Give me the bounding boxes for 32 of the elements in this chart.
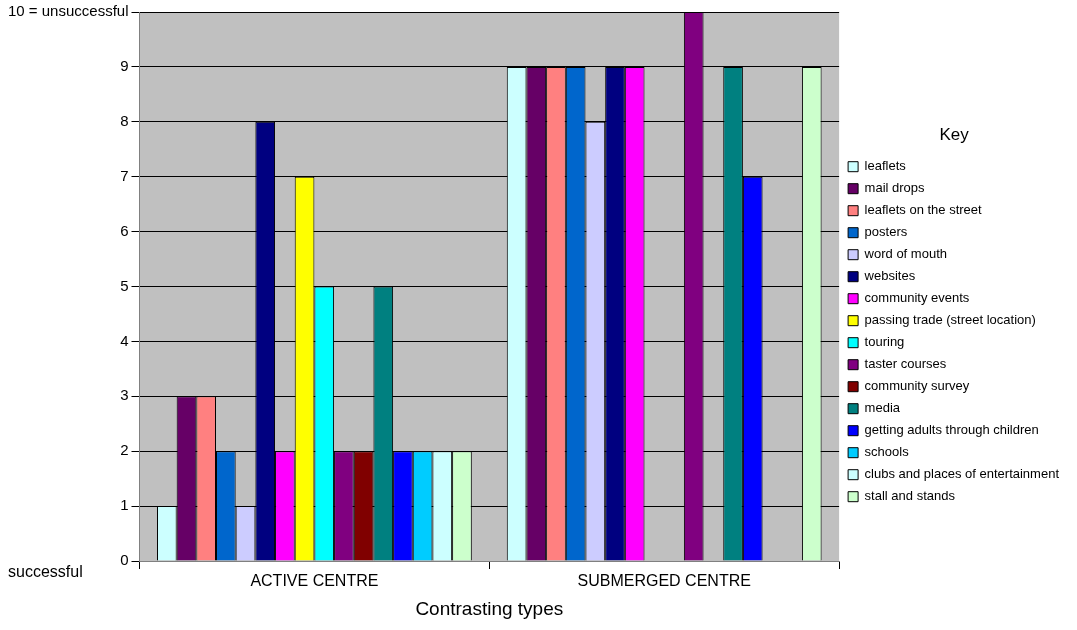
- y-tick-label: 6: [120, 221, 129, 239]
- legend-label: websites: [863, 268, 916, 284]
- y-tick-label: 0: [120, 551, 129, 569]
- legend-label: clubs and places of entertainment: [864, 466, 1060, 482]
- legend-label: passing trade (street location): [864, 312, 1036, 328]
- x-tick-label: SUBMERGED CENTRE: [577, 572, 751, 590]
- x-tick-label: ACTIVE CENTRE: [250, 572, 379, 590]
- legend-label: community survey: [864, 378, 970, 394]
- text: successful: [8, 563, 83, 581]
- y-tick-label: 10 = unsuccessful: [7, 2, 129, 20]
- y-tick-label: 1: [120, 496, 129, 514]
- legend-label: getting adults through children: [864, 422, 1039, 438]
- legend-label: leaflets: [864, 158, 907, 174]
- legend-label: stall and stands: [864, 488, 956, 504]
- y-tick-label: 7: [120, 166, 129, 184]
- y-tick-label: 5: [120, 276, 129, 294]
- legend-label: posters: [864, 224, 908, 240]
- legend-label: touring: [864, 334, 905, 350]
- legend-title: Key: [939, 124, 970, 144]
- legend-label: community events: [864, 290, 970, 306]
- y-tick-label: 4: [120, 331, 129, 349]
- legend-label: mail drops: [864, 180, 926, 196]
- legend-label: taster courses: [864, 356, 947, 372]
- legend-label: schools: [864, 444, 910, 460]
- legend-label: media: [864, 400, 901, 416]
- y-tick-label: 3: [120, 386, 129, 404]
- x-axis-title: Contrasting types: [415, 597, 564, 619]
- y-tick-label: 9: [120, 57, 129, 75]
- y-tick-label: 2: [120, 441, 129, 459]
- legend-label: leaflets on the street: [864, 202, 983, 218]
- legend-label: word of mouth: [863, 246, 947, 262]
- y-tick-label: 8: [120, 111, 129, 129]
